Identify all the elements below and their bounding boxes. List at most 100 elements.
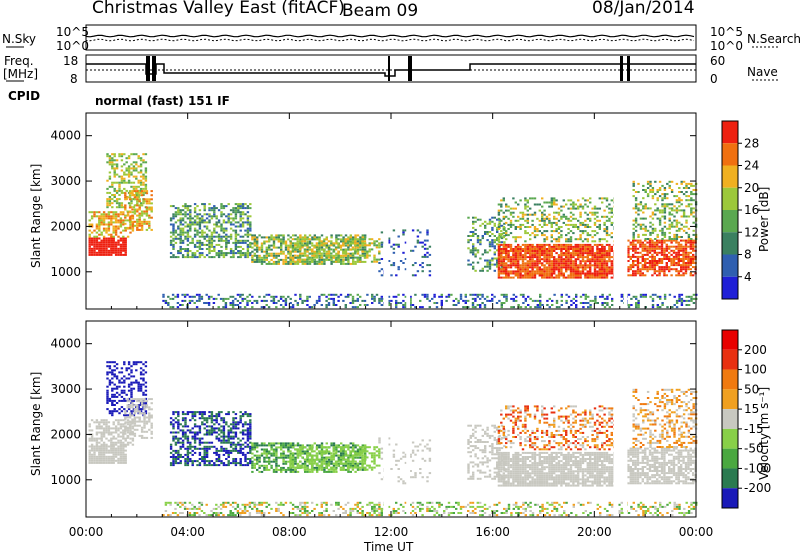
heatmap-cell xyxy=(574,252,577,255)
heatmap-cell xyxy=(601,238,604,241)
heatmap-cell xyxy=(246,295,249,298)
heatmap-cell xyxy=(629,274,632,277)
heatmap-cell xyxy=(603,254,606,257)
heatmap-cell xyxy=(524,203,527,206)
heatmap-cell xyxy=(605,254,609,257)
heatmap-cell xyxy=(181,299,184,302)
heatmap-cell xyxy=(120,169,124,172)
heatmap-cell xyxy=(122,441,125,444)
heatmap-cell xyxy=(536,264,539,267)
heatmap-cell xyxy=(318,256,321,259)
heatmap-cell xyxy=(113,369,116,372)
heatmap-cell xyxy=(330,258,333,261)
heatmap-cell xyxy=(136,226,139,229)
heatmap-cell xyxy=(519,256,522,259)
heatmap-cell xyxy=(651,262,654,264)
heatmap-cell xyxy=(224,306,228,309)
heatmap-cell xyxy=(661,231,664,234)
heatmap-cell xyxy=(562,252,565,255)
heatmap-cell xyxy=(107,451,111,454)
heatmap-cell xyxy=(246,221,250,224)
heatmap-cell xyxy=(107,439,111,442)
heatmap-cell xyxy=(524,254,527,257)
heatmap-cell xyxy=(347,295,350,298)
heatmap-cell xyxy=(603,250,606,252)
heatmap-cell xyxy=(268,254,271,257)
heatmap-cell xyxy=(193,256,197,259)
heatmap-cell xyxy=(497,256,501,259)
heatmap-cell xyxy=(244,252,247,255)
heatmap-cell xyxy=(589,243,592,246)
heatmap-cell xyxy=(102,213,106,216)
heatmap-cell xyxy=(534,306,537,309)
heatmap-cell xyxy=(98,245,101,248)
heatmap-cell xyxy=(598,248,601,250)
heatmap-cell xyxy=(123,389,126,392)
heatmap-cell xyxy=(169,243,173,246)
heatmap-cell xyxy=(308,242,312,245)
heatmap-cell xyxy=(234,207,238,210)
heatmap-cell xyxy=(548,248,551,250)
heatmap-cell xyxy=(397,268,400,271)
heatmap-cell xyxy=(685,304,688,306)
heatmap-cell xyxy=(142,183,145,186)
heatmap-cell xyxy=(634,264,637,267)
heatmap-cell xyxy=(531,266,534,269)
heatmap-cell xyxy=(581,243,585,246)
heatmap-cell xyxy=(663,258,666,260)
heatmap-cell xyxy=(521,211,525,214)
heatmap-cell xyxy=(95,419,99,422)
heatmap-cell xyxy=(113,395,116,398)
heatmap-cell xyxy=(142,373,145,376)
heatmap-cell xyxy=(646,182,650,185)
heatmap-cell xyxy=(359,236,362,239)
heatmap-cell xyxy=(536,250,539,252)
heatmap-cell xyxy=(198,248,202,250)
heatmap-cell xyxy=(500,250,503,252)
heatmap-cell xyxy=(232,207,235,210)
heatmap-cell xyxy=(467,239,470,242)
heatmap-cell xyxy=(361,240,364,243)
heatmap-cell xyxy=(272,238,276,241)
heatmap-cell xyxy=(268,238,271,241)
heatmap-cell xyxy=(227,239,230,242)
heatmap-cell xyxy=(521,268,525,271)
heatmap-cell xyxy=(294,254,297,257)
heatmap-cell xyxy=(316,254,319,257)
heatmap-cell xyxy=(538,209,541,212)
heatmap-cell xyxy=(608,203,611,206)
heatmap-cell xyxy=(275,246,278,249)
heatmap-cell xyxy=(126,213,130,216)
heatmap-cell xyxy=(189,205,192,208)
heatmap-cell xyxy=(340,258,343,261)
heatmap-cell xyxy=(484,233,487,235)
heatmap-cell xyxy=(301,262,304,265)
heatmap-cell xyxy=(651,266,654,269)
heatmap-cell xyxy=(210,241,214,244)
heatmap-cell xyxy=(315,256,319,259)
heatmap-cell xyxy=(193,203,197,206)
heatmap-cell xyxy=(560,252,563,255)
heatmap-cell xyxy=(105,455,108,458)
heatmap-cell xyxy=(531,268,534,271)
heatmap-cell xyxy=(387,241,391,244)
heatmap-cell xyxy=(311,236,314,239)
heatmap-cell xyxy=(462,306,465,309)
heatmap-cell xyxy=(217,250,221,252)
heatmap-cell xyxy=(632,207,635,210)
heatmap-cell xyxy=(124,192,127,195)
heatmap-cell xyxy=(644,253,647,256)
heatmap-cell xyxy=(371,295,374,298)
heatmap-cell xyxy=(115,395,119,398)
heatmap-cell xyxy=(509,264,513,267)
heatmap-cell xyxy=(440,304,443,306)
heatmap-cell xyxy=(472,226,475,229)
heatmap-cell xyxy=(135,175,138,178)
heatmap-cell xyxy=(234,215,238,218)
heatmap-cell xyxy=(130,375,133,378)
heatmap-cell xyxy=(632,180,635,183)
heatmap-cell xyxy=(234,248,238,250)
heatmap-cell xyxy=(675,262,678,264)
heatmap-cell xyxy=(222,306,225,309)
heatmap-cell xyxy=(550,205,553,208)
